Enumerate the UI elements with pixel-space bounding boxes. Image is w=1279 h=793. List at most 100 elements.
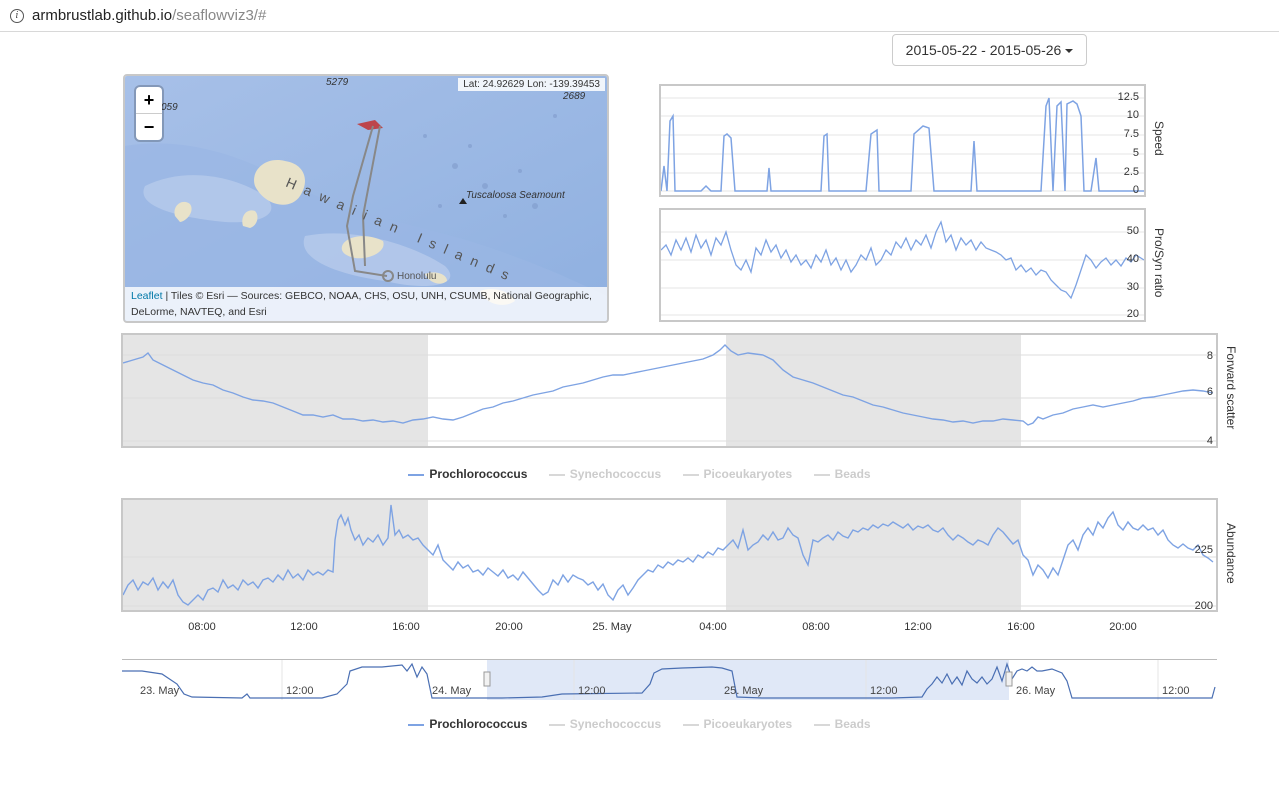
speed-tick-1: 10: [1126, 109, 1139, 121]
speed-tick-0: 12.5: [1117, 91, 1139, 103]
legend-swatch: [682, 473, 699, 476]
navigator-plot: [122, 659, 1217, 700]
night-band: [123, 500, 428, 610]
prosyn-tick-0: 50: [1126, 225, 1139, 237]
zoom-control: + −: [136, 87, 162, 140]
legend-swatch: [548, 723, 565, 726]
speed-chart-plot: [661, 97, 1144, 192]
x-tick: 12:00: [904, 621, 932, 633]
speed-tick-4: 2.5: [1123, 166, 1139, 178]
prosyn-tick-2: 30: [1126, 281, 1139, 293]
url-path: /seaflowviz3/#: [172, 7, 267, 24]
legend-swatch: [813, 473, 830, 476]
seamount-label: Tuscaloosa Seamount: [466, 190, 565, 201]
cursor-coordinates: Lat: 24.92629 Lon: -139.39453: [458, 78, 605, 91]
speed-axis-label: Speed: [1152, 121, 1166, 156]
zoom-in-button[interactable]: +: [136, 87, 162, 114]
caret-down-icon: [1065, 49, 1074, 54]
legend-swatch: [408, 473, 425, 476]
legend-item-prochlorococcus[interactable]: Prochlorococcus: [408, 467, 527, 481]
abundance-tick-1: 200: [1194, 600, 1213, 612]
abundance-chart-plot: [123, 500, 1216, 610]
x-tick: 08:00: [188, 621, 216, 633]
prosyn-axis-label: Pro/Syn ratio: [1152, 228, 1166, 298]
legend-label: Prochlorococcus: [429, 467, 528, 481]
city-label: Honolulu: [397, 271, 437, 282]
legend-item-beads[interactable]: Beads: [813, 717, 871, 731]
time-navigator[interactable]: 23. May 12:00 24. May 12:00 25. May 12:0…: [122, 659, 1217, 700]
x-tick: 12:00: [290, 621, 318, 633]
depth-label-a: 5279: [326, 77, 349, 88]
legend-label: Picoeukaryotes: [703, 467, 793, 481]
legend-label: Picoeukaryotes: [703, 717, 793, 731]
prosyn-chart-plot: [661, 220, 1144, 316]
speed-tick-2: 7.5: [1123, 128, 1139, 140]
forward-scatter-chart[interactable]: 8 6 4: [121, 333, 1218, 448]
navigator-handle-left: [483, 671, 491, 687]
zoom-out-button[interactable]: −: [143, 117, 155, 137]
legend-label: Synechococcus: [569, 467, 662, 481]
x-tick: 16:00: [392, 621, 420, 633]
date-range-dropdown[interactable]: 2015-05-22 - 2015-05-26: [892, 34, 1087, 66]
navigator-tick: 24. May: [432, 685, 472, 697]
site-info-icon[interactable]: i: [10, 9, 24, 23]
depth-label-c: 2689: [563, 91, 586, 102]
speed-tick-3: 5: [1132, 147, 1139, 159]
x-tick: 16:00: [1007, 621, 1035, 633]
legend-swatch: [682, 723, 699, 726]
night-band: [726, 500, 1021, 610]
navigator-tick: 12:00: [1162, 685, 1190, 697]
x-tick: 20:00: [495, 621, 523, 633]
legend-item-synechococcus[interactable]: Synechococcus: [548, 717, 661, 731]
prosyn-ratio-chart[interactable]: 50 40 30 20: [659, 208, 1146, 322]
url-text[interactable]: armbrustlab.github.io/seaflowviz3/#: [32, 7, 266, 24]
attribution-text: | Tiles © Esri — Sources: GEBCO, NOAA, C…: [131, 290, 592, 318]
navigator-tick: 26. May: [1016, 685, 1056, 697]
speed-tick-5: 0: [1132, 184, 1139, 196]
navigator-handle-right: [1005, 671, 1013, 687]
legend-top: Prochlorococcus Synechococcus Picoeukary…: [0, 467, 1279, 481]
navigator-tick: 12:00: [286, 685, 314, 697]
legend-item-prochlorococcus[interactable]: Prochlorococcus: [408, 717, 527, 731]
night-band: [123, 335, 428, 446]
legend-swatch: [408, 723, 425, 726]
fsc-tick-1: 6: [1206, 386, 1213, 398]
night-band: [726, 335, 1021, 446]
navigator-tick: 12:00: [870, 685, 898, 697]
x-tick: 25. May: [592, 621, 632, 633]
navigator-tick: 25. May: [724, 685, 764, 697]
legend-item-beads[interactable]: Beads: [813, 467, 871, 481]
map-tiles: [125, 76, 607, 321]
fsc-chart-plot: [123, 335, 1216, 446]
prosyn-tick-1: 40: [1126, 253, 1139, 265]
cruise-map[interactable]: 5279 059 2689 Hawaiian Islands Tuscaloos…: [123, 74, 609, 323]
fsc-tick-2: 4: [1206, 435, 1213, 447]
depth-label-b: 059: [161, 102, 178, 113]
legend-label: Beads: [834, 717, 871, 731]
navigator-tick: 12:00: [578, 685, 606, 697]
abundance-axis-label: Abundance: [1224, 523, 1238, 584]
date-range-label: 2015-05-22 - 2015-05-26: [905, 42, 1062, 58]
x-tick: 20:00: [1109, 621, 1137, 633]
legend-label: Beads: [834, 467, 871, 481]
abundance-chart[interactable]: 225 200: [121, 498, 1218, 612]
leaflet-link[interactable]: Leaflet: [131, 290, 163, 302]
legend-label: Prochlorococcus: [429, 717, 528, 731]
x-tick: 04:00: [699, 621, 727, 633]
prosyn-tick-3: 20: [1126, 308, 1139, 320]
legend-swatch: [548, 473, 565, 476]
x-tick: 08:00: [802, 621, 830, 633]
navigator-tick: 23. May: [140, 685, 180, 697]
fsc-axis-label: Forward scatter: [1224, 346, 1238, 430]
legend-item-synechococcus[interactable]: Synechococcus: [548, 467, 662, 481]
url-host: armbrustlab.github.io: [32, 7, 173, 24]
speed-chart[interactable]: 12.5 10 7.5 5 2.5 0: [659, 84, 1146, 197]
fsc-tick-0: 8: [1206, 350, 1213, 362]
legend-item-picoeukaryotes[interactable]: Picoeukaryotes: [682, 467, 793, 481]
legend-swatch: [813, 723, 830, 726]
legend-item-picoeukaryotes[interactable]: Picoeukaryotes: [682, 717, 793, 731]
abundance-tick-0: 225: [1194, 544, 1213, 556]
legend-bottom: Prochlorococcus Synechococcus Picoeukary…: [0, 717, 1279, 731]
browser-address-bar[interactable]: i armbrustlab.github.io/seaflowviz3/#: [0, 0, 1279, 32]
map-attribution: Leaflet | Tiles © Esri — Sources: GEBCO,…: [125, 287, 607, 321]
